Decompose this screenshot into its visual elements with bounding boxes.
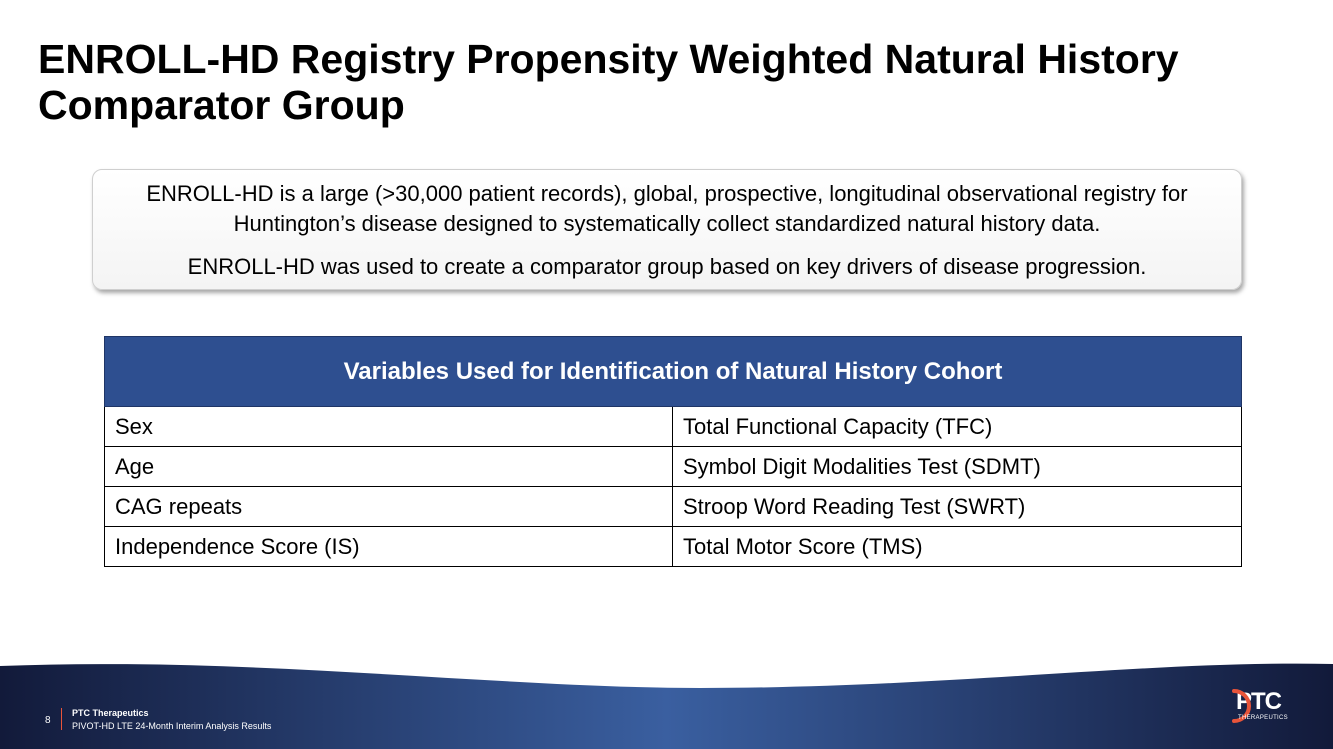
slide-title: ENROLL-HD Registry Propensity Weighted N… <box>38 36 1179 128</box>
footer-band: 8 PTC Therapeutics PIVOT-HD LTE 24-Month… <box>0 658 1333 749</box>
intro-paragraph-1: ENROLL-HD is a large (>30,000 patient re… <box>146 181 1188 236</box>
footer-wave-background <box>0 663 1333 749</box>
table-cell: Age <box>104 446 673 487</box>
footer-company: PTC Therapeutics <box>72 708 149 718</box>
variables-table: Variables Used for Identification of Nat… <box>104 336 1242 567</box>
table-cell: Sex <box>104 406 673 447</box>
ptc-logo-arc-icon <box>1232 689 1251 723</box>
footer-subtitle: PIVOT-HD LTE 24-Month Interim Analysis R… <box>72 721 272 731</box>
logo-subtext: THERAPEUTICS <box>1238 715 1288 721</box>
table-cell: Symbol Digit Modalities Test (SDMT) <box>672 446 1242 487</box>
table-cell: Total Functional Capacity (TFC) <box>672 406 1242 447</box>
footer-divider <box>61 708 62 730</box>
table-cell: Independence Score (IS) <box>104 526 673 567</box>
table-row: Age Symbol Digit Modalities Test (SDMT) <box>104 446 1242 487</box>
intro-text-box: ENROLL-HD is a large (>30,000 patient re… <box>92 169 1242 290</box>
table-row: Sex Total Functional Capacity (TFC) <box>104 406 1242 447</box>
table-cell: CAG repeats <box>104 486 673 527</box>
table-cell: Stroop Word Reading Test (SWRT) <box>672 486 1242 527</box>
intro-paragraph-2: ENROLL-HD was used to create a comparato… <box>187 254 1147 279</box>
table-header: Variables Used for Identification of Nat… <box>104 336 1242 407</box>
table-row: CAG repeats Stroop Word Reading Test (SW… <box>104 486 1242 527</box>
table-row: Independence Score (IS) Total Motor Scor… <box>104 526 1242 567</box>
page-number: 8 <box>45 715 51 726</box>
ptc-logo: PTC THERAPEUTICS <box>1230 688 1310 728</box>
table-cell: Total Motor Score (TMS) <box>672 526 1242 567</box>
